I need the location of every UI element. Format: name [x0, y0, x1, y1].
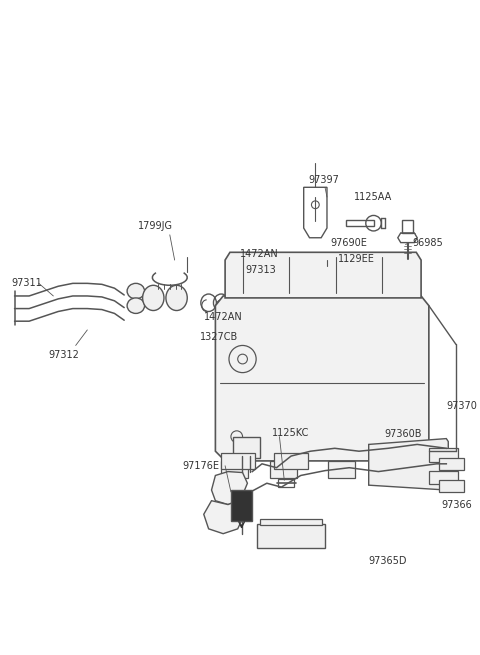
Text: 97360B: 97360B: [384, 429, 422, 439]
Bar: [278, 479, 294, 487]
Text: 1472AN: 1472AN: [204, 312, 242, 322]
Text: 1125KC: 1125KC: [272, 428, 309, 438]
Bar: [233, 437, 260, 458]
Text: 97397: 97397: [309, 174, 339, 185]
Bar: [274, 453, 308, 469]
Bar: [221, 453, 255, 469]
Ellipse shape: [143, 286, 164, 310]
Polygon shape: [369, 439, 448, 490]
Text: 97690E: 97690E: [330, 238, 367, 248]
Polygon shape: [212, 472, 247, 504]
Text: 97176E: 97176E: [182, 460, 219, 471]
Bar: [260, 519, 322, 525]
Text: 96985: 96985: [412, 238, 443, 248]
Polygon shape: [417, 441, 446, 468]
Bar: [429, 448, 458, 462]
Ellipse shape: [127, 298, 144, 314]
Bar: [328, 461, 355, 478]
Text: 97313: 97313: [245, 265, 276, 274]
Bar: [347, 220, 373, 226]
Bar: [439, 480, 464, 492]
Polygon shape: [225, 252, 421, 298]
Text: 1799JG: 1799JG: [138, 221, 173, 231]
Text: 97366: 97366: [442, 500, 472, 510]
Text: 97365D: 97365D: [369, 556, 408, 566]
Text: 97370: 97370: [446, 401, 477, 411]
Bar: [270, 461, 297, 478]
Bar: [320, 266, 334, 276]
Ellipse shape: [166, 286, 187, 310]
Bar: [221, 461, 248, 478]
Bar: [402, 220, 413, 233]
Ellipse shape: [127, 284, 144, 299]
Text: 1125AA: 1125AA: [354, 192, 392, 202]
Bar: [231, 490, 252, 521]
Text: 97311: 97311: [12, 278, 42, 288]
Bar: [439, 458, 464, 470]
Bar: [257, 524, 325, 548]
Text: 1327CB: 1327CB: [200, 331, 238, 342]
Polygon shape: [432, 440, 448, 488]
Polygon shape: [216, 296, 429, 461]
Text: 97312: 97312: [48, 350, 79, 360]
Text: 1129EE: 1129EE: [337, 254, 374, 264]
Polygon shape: [204, 500, 244, 534]
Bar: [376, 461, 404, 478]
Text: 1472AN: 1472AN: [240, 250, 278, 259]
Bar: [429, 470, 458, 484]
